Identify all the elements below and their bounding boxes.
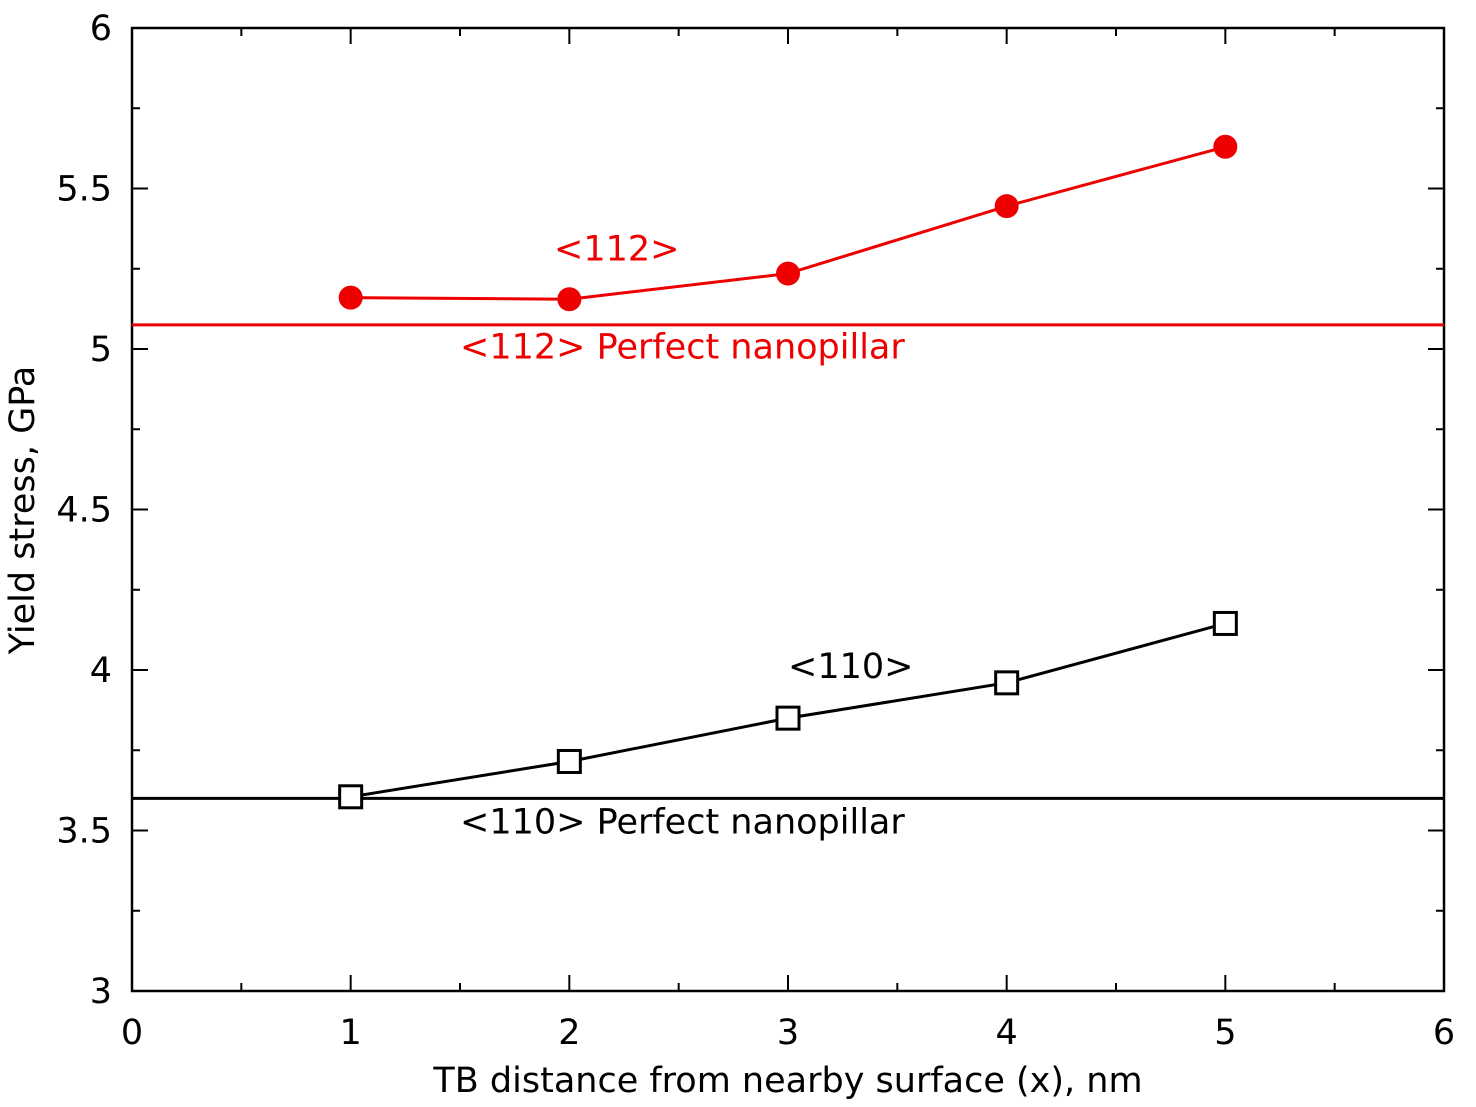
- y-tick-label: 3.5: [56, 812, 112, 852]
- x-tick-label: 2: [558, 1013, 580, 1053]
- data-point: [994, 670, 1020, 696]
- x-tick-label: 6: [1433, 1013, 1455, 1053]
- data-point: [1212, 610, 1238, 636]
- data-point: [1213, 134, 1238, 159]
- data-point: [338, 784, 364, 810]
- y-tick-label: 3: [90, 972, 112, 1012]
- y-tick-label: 4: [90, 651, 112, 691]
- annotation-label: <110>: [788, 647, 913, 687]
- y-axis-title: Yield stress, GPa: [3, 366, 43, 655]
- x-tick-label: 3: [777, 1013, 799, 1053]
- annotation-label: <112> Perfect nanopillar: [460, 328, 905, 368]
- x-tick-label: 5: [1214, 1013, 1236, 1053]
- x-axis-title: TB distance from nearby surface (x), nm: [432, 1061, 1142, 1101]
- y-tick-label: 5.5: [56, 170, 112, 210]
- data-point: [994, 194, 1019, 219]
- x-tick-label: 4: [996, 1013, 1018, 1053]
- data-point: [557, 287, 582, 312]
- x-tick-label: 1: [340, 1013, 362, 1053]
- y-tick-label: 6: [90, 9, 112, 49]
- data-point: [338, 285, 363, 310]
- annotation-label: <112>: [554, 230, 679, 270]
- annotations: <112> <112> Perfect nanopillar <110> <110> …: [460, 230, 913, 843]
- data-point: [556, 748, 582, 774]
- y-tick-label: 5: [90, 330, 112, 370]
- data-point: [776, 261, 800, 286]
- data-point: [775, 705, 801, 731]
- data-series: [338, 134, 1238, 810]
- plot-frame: [130, 26, 1446, 993]
- annotation-label: <110> Perfect nanopillar: [460, 803, 905, 843]
- x-tick-label: 0: [121, 1013, 143, 1053]
- axis-ticks: 0 1 2 3 4 5 6 3 3.5 4 4.5 5 5.5 6: [56, 9, 1455, 1053]
- y-tick-label: 4.5: [56, 491, 112, 531]
